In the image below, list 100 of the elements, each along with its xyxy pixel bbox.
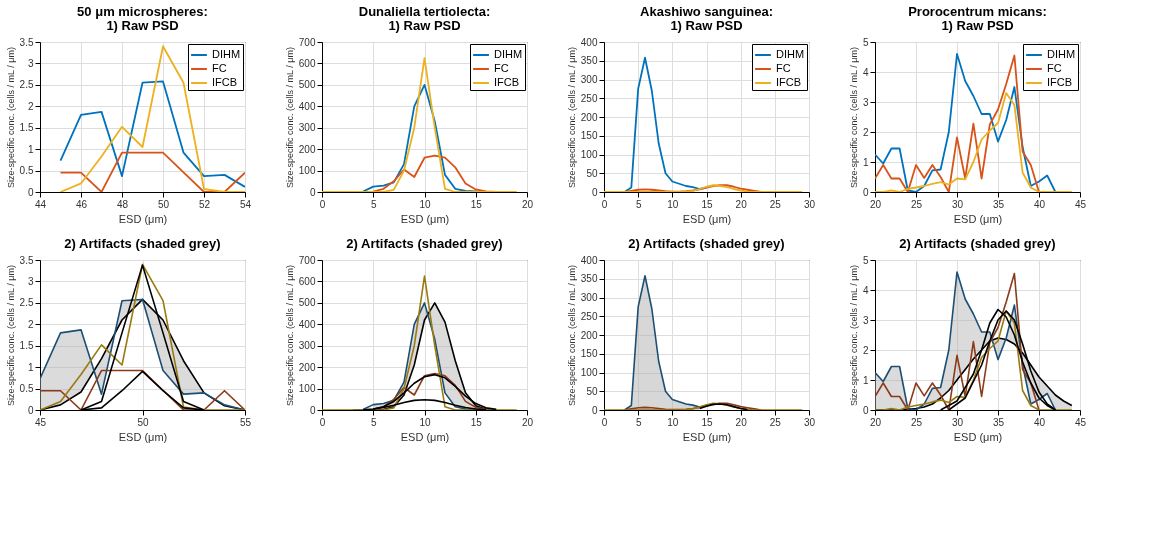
x-tick-label: 0 xyxy=(319,416,326,428)
legend-label: FC xyxy=(1047,62,1062,74)
x-tick-label: 5 xyxy=(370,416,377,428)
x-axis-title: ESD (μm) xyxy=(400,212,450,225)
y-tick-label: 100 xyxy=(298,165,316,177)
y-axis-title: Size-specific conc. (cells / mL / μm) xyxy=(5,265,16,406)
y-tick-label: 3 xyxy=(27,275,34,287)
y-tick-label: 1 xyxy=(862,156,869,168)
x-axis-title: ESD (μm) xyxy=(682,430,732,443)
x-axis-title: ESD (μm) xyxy=(953,430,1003,443)
x-tick-label: 30 xyxy=(951,198,964,210)
y-axis-title: Size-specific conc. (cells / mL / μm) xyxy=(566,47,577,188)
y-tick-label: 350 xyxy=(580,273,598,285)
x-tick-label: 20 xyxy=(735,416,748,428)
x-tick-label: 55 xyxy=(239,416,252,428)
x-tick-label: 10 xyxy=(667,198,679,210)
legend-label: FC xyxy=(494,62,509,74)
x-tick-label: 0 xyxy=(601,416,608,428)
x-tick-label: 40 xyxy=(1033,416,1046,428)
y-axis-title: Size-specific conc. (cells / mL / μm) xyxy=(848,265,859,406)
chart-subtitle: 1) Raw PSD xyxy=(106,18,179,33)
y-tick-label: 600 xyxy=(298,57,316,69)
y-tick-label: 0 xyxy=(591,404,598,416)
legend-label: IFCB xyxy=(1047,76,1073,88)
y-tick-label: 400 xyxy=(580,36,598,48)
y-axis-title: Size-specific conc. (cells / mL / μm) xyxy=(284,265,295,406)
chart-subtitle: 1) Raw PSD xyxy=(388,18,461,33)
x-tick-label: 20 xyxy=(735,198,748,210)
x-tick-label: 0 xyxy=(319,198,326,210)
x-axis-title: ESD (μm) xyxy=(682,212,732,225)
x-tick-label: 20 xyxy=(869,416,882,428)
x-tick-label: 25 xyxy=(910,416,923,428)
y-tick-label: 2 xyxy=(862,126,869,138)
y-tick-label: 200 xyxy=(580,111,598,123)
x-axis-title: ESD (μm) xyxy=(400,430,450,443)
y-tick-label: 250 xyxy=(580,92,598,104)
x-tick-label: 52 xyxy=(198,198,211,210)
y-tick-label: 50 xyxy=(586,385,598,397)
legend-label: IFCB xyxy=(776,76,802,88)
x-tick-label: 0 xyxy=(601,198,608,210)
x-tick-label: 50 xyxy=(137,416,149,428)
y-tick-label: 0 xyxy=(27,186,34,198)
x-tick-label: 15 xyxy=(701,198,713,210)
y-tick-label: 50 xyxy=(586,167,598,179)
x-tick-label: 30 xyxy=(803,198,816,210)
x-axis-title: ESD (μm) xyxy=(118,430,168,443)
x-tick-label: 5 xyxy=(635,416,642,428)
x-tick-label: 30 xyxy=(951,416,964,428)
chart-subtitle: 1) Raw PSD xyxy=(670,18,743,33)
x-tick-label: 10 xyxy=(667,416,679,428)
y-tick-label: 1 xyxy=(27,361,34,373)
y-tick-label: 2.5 xyxy=(19,297,34,309)
x-tick-label: 15 xyxy=(470,198,483,210)
y-tick-label: 4 xyxy=(862,284,869,296)
y-tick-label: 2 xyxy=(27,100,34,112)
legend-label: FC xyxy=(212,62,227,74)
y-tick-label: 3 xyxy=(27,57,34,69)
x-tick-label: 10 xyxy=(419,416,431,428)
x-tick-label: 35 xyxy=(992,416,1005,428)
x-tick-label: 20 xyxy=(521,198,534,210)
y-tick-label: 100 xyxy=(580,367,598,378)
x-tick-label: 5 xyxy=(635,198,642,210)
x-tick-label: 25 xyxy=(769,198,782,210)
y-tick-label: 350 xyxy=(580,55,598,67)
x-tick-label: 25 xyxy=(910,198,923,210)
x-tick-label: 40 xyxy=(1033,198,1046,210)
chart-title: Akashiwo sanguinea: xyxy=(640,4,773,19)
y-tick-label: 500 xyxy=(298,297,316,309)
y-tick-label: 400 xyxy=(298,100,316,112)
y-tick-label: 1.5 xyxy=(19,340,34,352)
y-tick-label: 0 xyxy=(309,186,316,198)
legend-label: IFCB xyxy=(212,76,238,88)
y-tick-label: 1 xyxy=(862,374,869,386)
y-tick-label: 400 xyxy=(298,318,316,330)
legend-label: DIHM xyxy=(776,48,805,60)
x-tick-label: 20 xyxy=(869,198,882,210)
y-tick-label: 4 xyxy=(862,66,869,78)
y-tick-label: 300 xyxy=(298,340,316,352)
y-axis-title: Size-specific conc. (cells / mL / μm) xyxy=(5,47,16,188)
chart-title: 2) Artifacts (shaded grey) xyxy=(346,236,503,251)
x-tick-label: 30 xyxy=(803,416,816,428)
y-tick-label: 0.5 xyxy=(19,383,34,395)
y-tick-label: 0 xyxy=(309,404,316,416)
y-tick-label: 3 xyxy=(862,96,869,108)
y-axis-title: Size-specific conc. (cells / mL / μm) xyxy=(566,265,577,406)
y-tick-label: 5 xyxy=(862,36,869,48)
x-axis-title: ESD (μm) xyxy=(118,212,168,225)
legend-label: IFCB xyxy=(494,76,520,88)
x-tick-label: 44 xyxy=(34,198,47,210)
y-tick-label: 400 xyxy=(580,254,598,266)
y-tick-label: 3.5 xyxy=(19,36,34,48)
x-tick-label: 54 xyxy=(239,198,252,210)
x-tick-label: 20 xyxy=(521,416,534,428)
x-tick-label: 15 xyxy=(470,416,483,428)
y-tick-label: 1 xyxy=(27,143,34,155)
chart-subtitle: 1) Raw PSD xyxy=(941,18,1014,33)
x-tick-label: 45 xyxy=(34,416,47,428)
x-tick-label: 25 xyxy=(769,416,782,428)
y-tick-label: 300 xyxy=(580,292,598,303)
legend-label: DIHM xyxy=(1047,48,1076,60)
